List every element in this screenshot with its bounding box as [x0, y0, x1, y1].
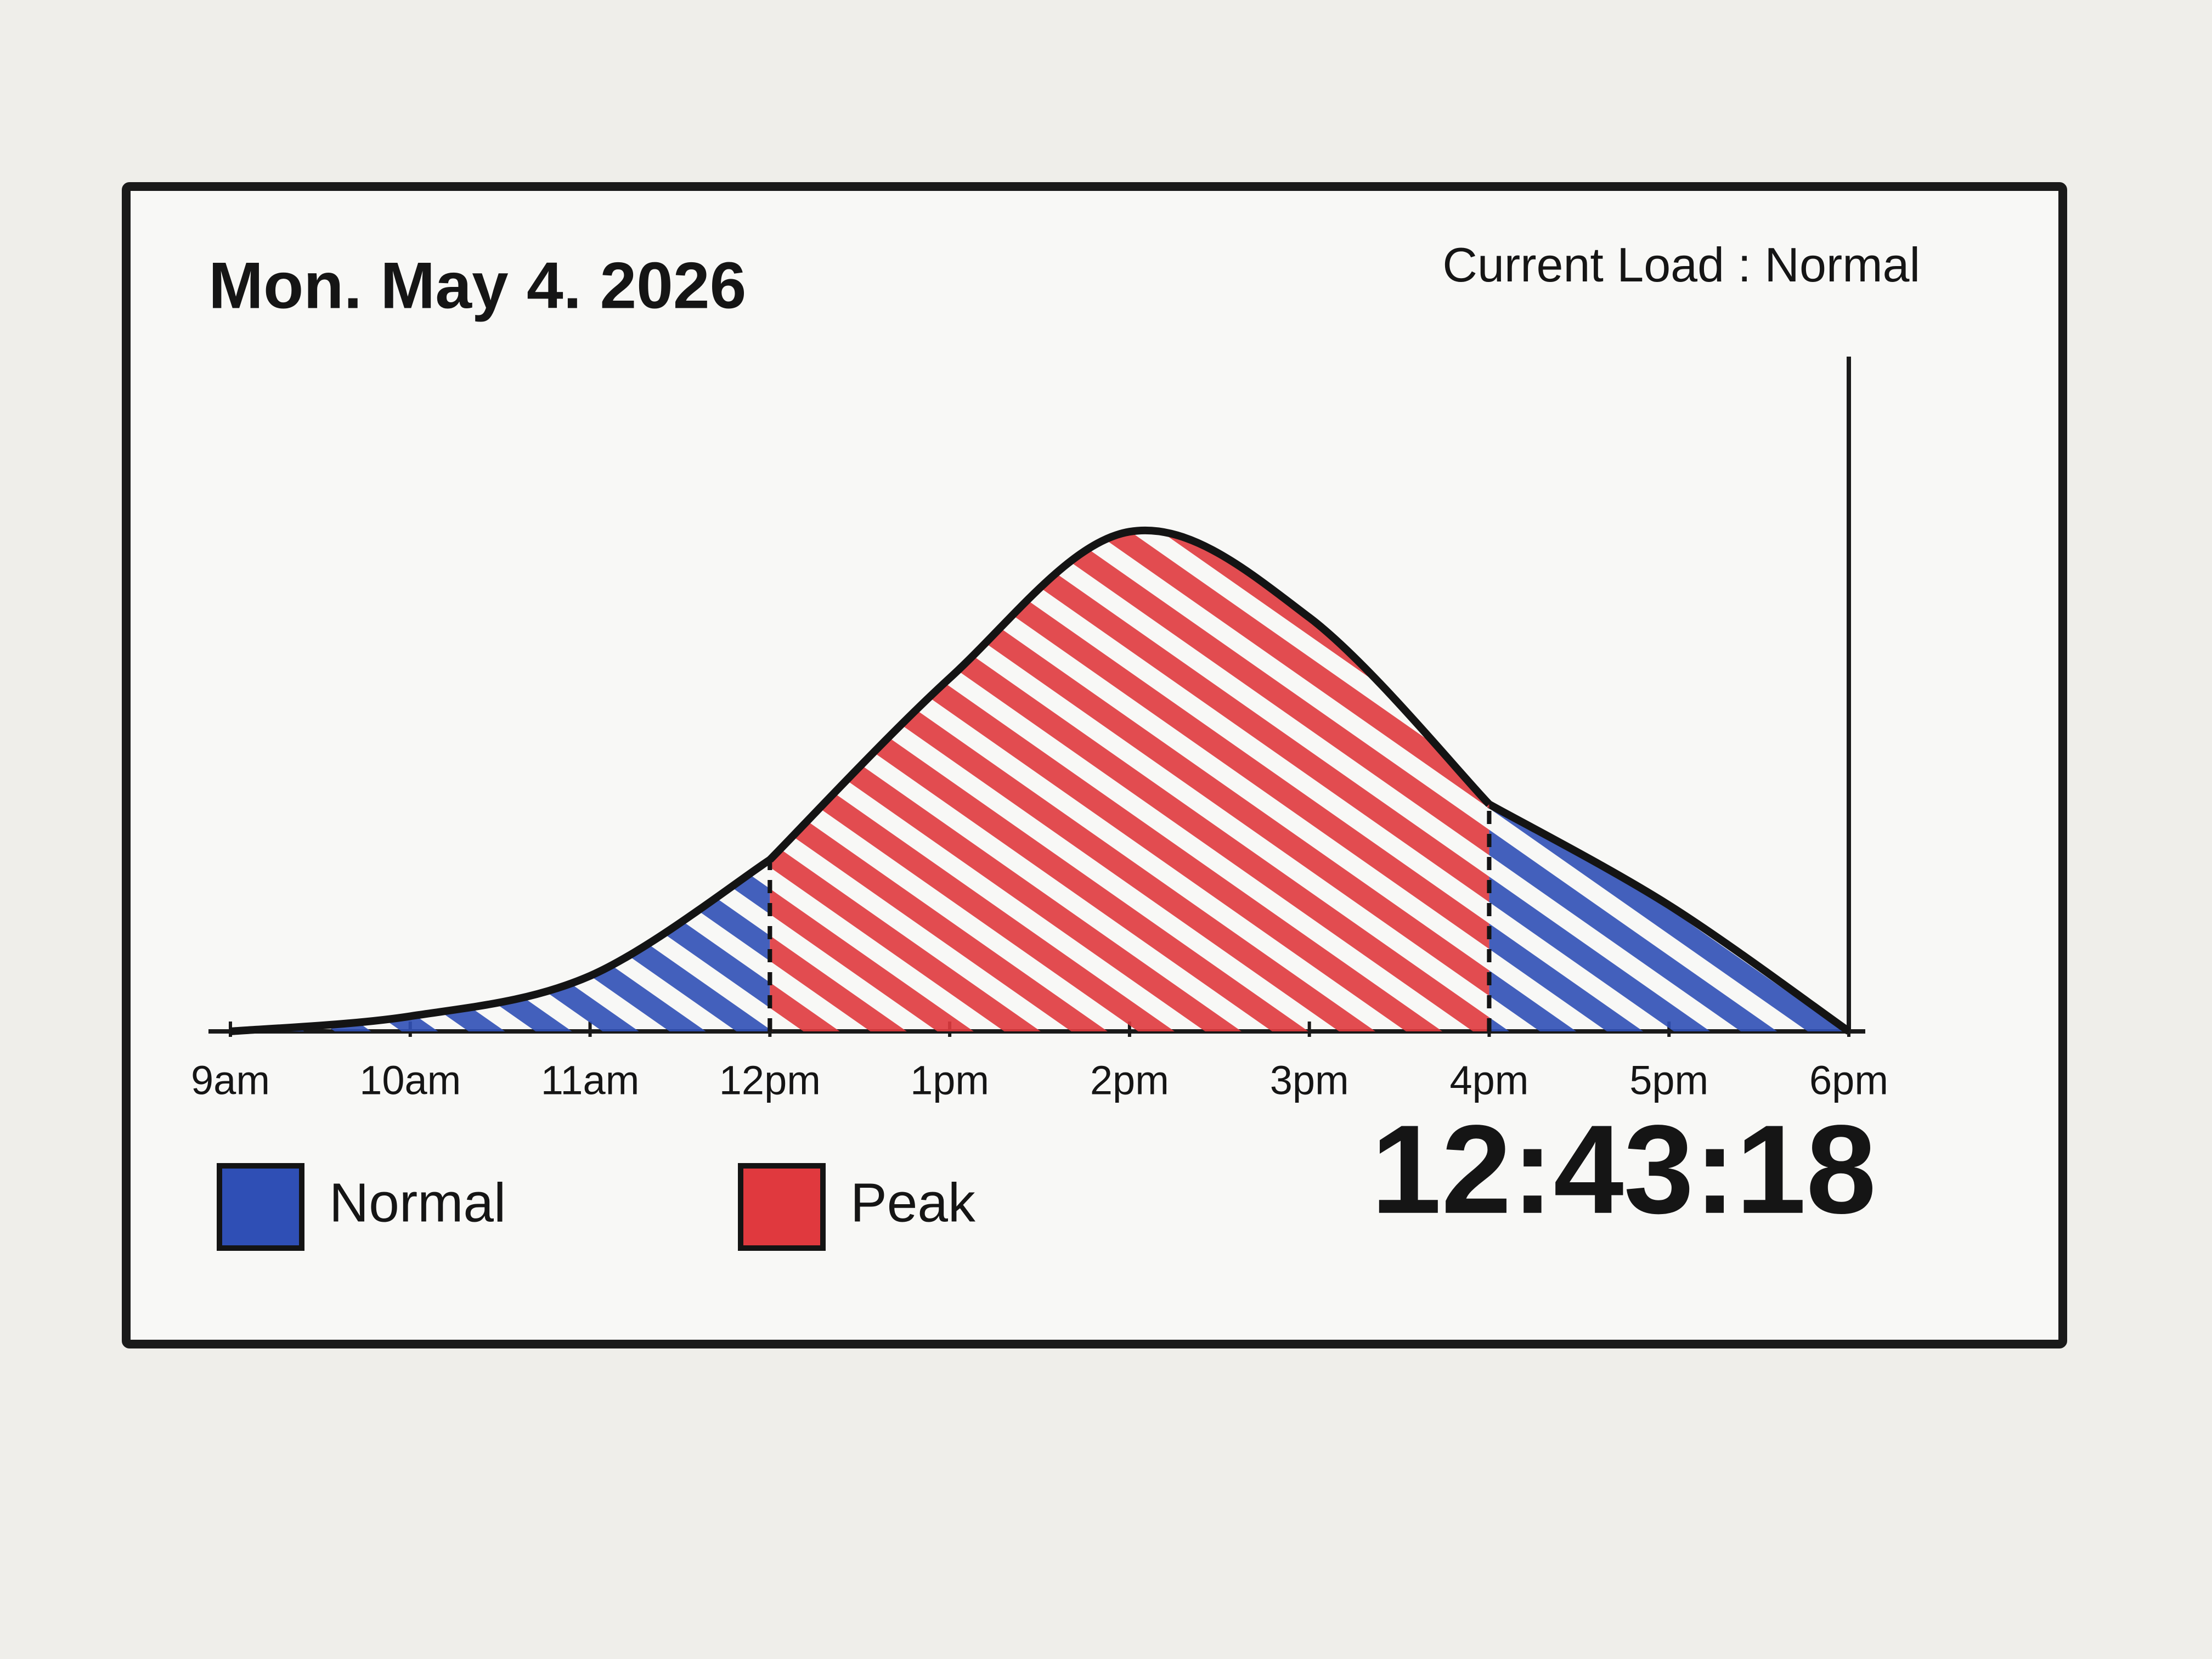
- legend-swatch: [217, 1163, 304, 1251]
- area-fill: [230, 804, 1849, 1031]
- plot: 9am 10am 11am 12pm 1pm 2pm 3pm 4pm 5pm 6pm Normal P…: [191, 526, 1888, 1251]
- clock: 12:43:18: [1371, 1099, 1876, 1240]
- legend-item: Peak: [738, 1163, 976, 1251]
- legend-item: Normal: [217, 1163, 506, 1251]
- load-label: Current Load :: [1442, 238, 1751, 292]
- x-tick-label: 3pm: [1270, 1058, 1349, 1103]
- x-tick-label: 4pm: [1449, 1058, 1528, 1103]
- current-load: Current Load : Normal: [1442, 238, 1920, 292]
- x-tick-label: 12pm: [719, 1058, 821, 1103]
- x-tick-label: 1pm: [910, 1058, 989, 1103]
- legend-label: Peak: [850, 1172, 976, 1233]
- x-tick-label: 6pm: [1809, 1058, 1888, 1103]
- date: Mon. May 4. 2026: [208, 249, 746, 323]
- area-line: [767, 526, 1492, 863]
- area-fill: [770, 530, 1489, 1031]
- legend-swatch: [738, 1163, 826, 1251]
- x-tick-label: 10am: [359, 1058, 461, 1103]
- area-line: [230, 800, 1852, 1035]
- load-value: Normal: [1764, 238, 1920, 292]
- x-tick-label: 5pm: [1629, 1058, 1708, 1103]
- x-tick-label: 9am: [191, 1058, 270, 1103]
- x-tick-label: 11am: [541, 1058, 640, 1103]
- x-tick-label: 2pm: [1090, 1058, 1169, 1103]
- legend-label: Normal: [329, 1172, 506, 1233]
